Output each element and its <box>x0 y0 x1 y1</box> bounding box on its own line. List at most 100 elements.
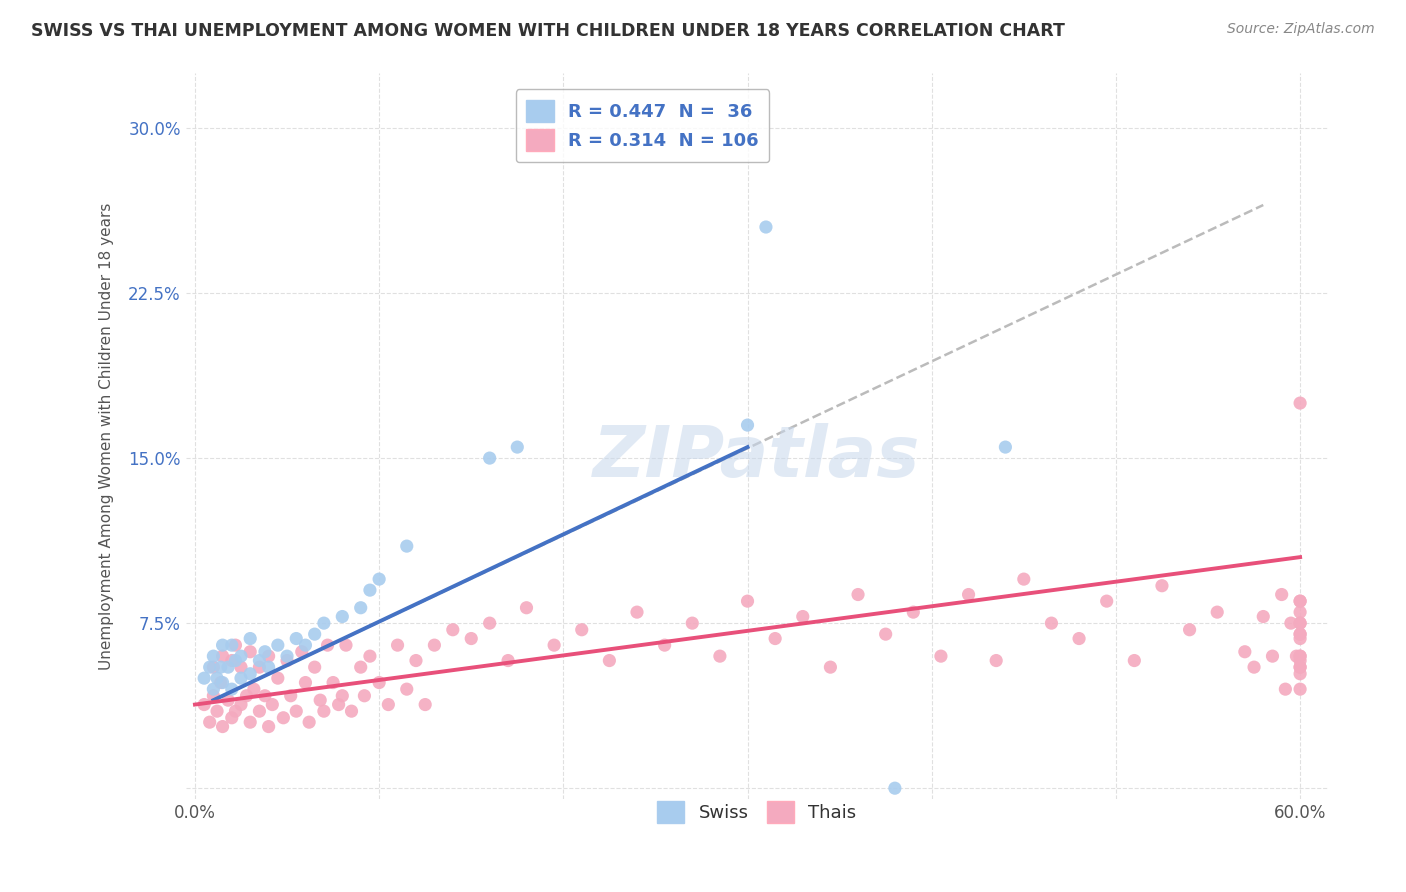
Point <box>312 616 335 631</box>
Point <box>312 704 335 718</box>
Point <box>304 660 326 674</box>
Point <box>506 440 529 454</box>
Point <box>205 704 228 718</box>
Point <box>1289 396 1312 410</box>
Point <box>1289 627 1312 641</box>
Point <box>217 660 239 674</box>
Point <box>1123 654 1146 668</box>
Point <box>1289 649 1312 664</box>
Point <box>1289 594 1312 608</box>
Point <box>515 600 537 615</box>
Point <box>239 632 262 646</box>
Point <box>243 682 266 697</box>
Point <box>276 649 298 664</box>
Point <box>335 638 357 652</box>
Point <box>267 671 290 685</box>
Point <box>224 704 246 718</box>
Point <box>377 698 399 712</box>
Point <box>1067 632 1090 646</box>
Point <box>304 627 326 641</box>
Point <box>460 632 482 646</box>
Point <box>929 649 952 664</box>
Point <box>229 660 252 674</box>
Point <box>875 627 897 641</box>
Point <box>285 704 308 718</box>
Point <box>209 660 232 674</box>
Point <box>221 654 243 668</box>
Point <box>1012 572 1035 586</box>
Point <box>276 654 298 668</box>
Point <box>1040 616 1063 631</box>
Point <box>571 623 593 637</box>
Point <box>330 609 353 624</box>
Point <box>1289 666 1312 681</box>
Point <box>1289 616 1312 631</box>
Point <box>209 675 232 690</box>
Point <box>413 698 436 712</box>
Point <box>229 649 252 664</box>
Point <box>820 660 842 674</box>
Point <box>1285 649 1308 664</box>
Point <box>1261 649 1284 664</box>
Point <box>883 781 905 796</box>
Point <box>1289 594 1312 608</box>
Point <box>294 675 316 690</box>
Point <box>395 539 418 553</box>
Point <box>249 704 271 718</box>
Point <box>202 689 225 703</box>
Point <box>211 649 233 664</box>
Text: ZIPatlas: ZIPatlas <box>593 424 921 492</box>
Point <box>423 638 446 652</box>
Point <box>253 689 276 703</box>
Point <box>792 609 814 624</box>
Point <box>193 698 215 712</box>
Point <box>368 675 391 690</box>
Point <box>285 632 308 646</box>
Point <box>737 418 759 433</box>
Point <box>239 715 262 730</box>
Point <box>626 605 648 619</box>
Point <box>598 654 620 668</box>
Point <box>737 594 759 608</box>
Point <box>316 638 339 652</box>
Point <box>211 720 233 734</box>
Point <box>353 689 375 703</box>
Point <box>309 693 332 707</box>
Point <box>1206 605 1229 619</box>
Point <box>1289 649 1312 664</box>
Point <box>328 698 350 712</box>
Point <box>249 660 271 674</box>
Point <box>221 638 243 652</box>
Point <box>986 654 1008 668</box>
Point <box>198 660 221 674</box>
Point <box>267 638 290 652</box>
Point <box>322 675 344 690</box>
Point <box>755 220 778 235</box>
Point <box>273 711 295 725</box>
Point <box>350 660 373 674</box>
Point <box>1289 605 1312 619</box>
Point <box>224 638 246 652</box>
Point <box>239 645 262 659</box>
Point <box>205 671 228 685</box>
Point <box>340 704 363 718</box>
Point <box>235 689 257 703</box>
Point <box>1279 616 1302 631</box>
Point <box>1289 616 1312 631</box>
Point <box>681 616 703 631</box>
Point <box>280 689 302 703</box>
Point <box>478 451 501 466</box>
Point <box>994 440 1017 454</box>
Y-axis label: Unemployment Among Women with Children Under 18 years: Unemployment Among Women with Children U… <box>100 202 114 670</box>
Point <box>1233 645 1256 659</box>
Point <box>1289 660 1312 674</box>
Point <box>496 654 519 668</box>
Point <box>1095 594 1118 608</box>
Point <box>387 638 409 652</box>
Point <box>249 654 271 668</box>
Point <box>1289 632 1312 646</box>
Point <box>368 572 391 586</box>
Point <box>221 682 243 697</box>
Point <box>224 654 246 668</box>
Point <box>1289 660 1312 674</box>
